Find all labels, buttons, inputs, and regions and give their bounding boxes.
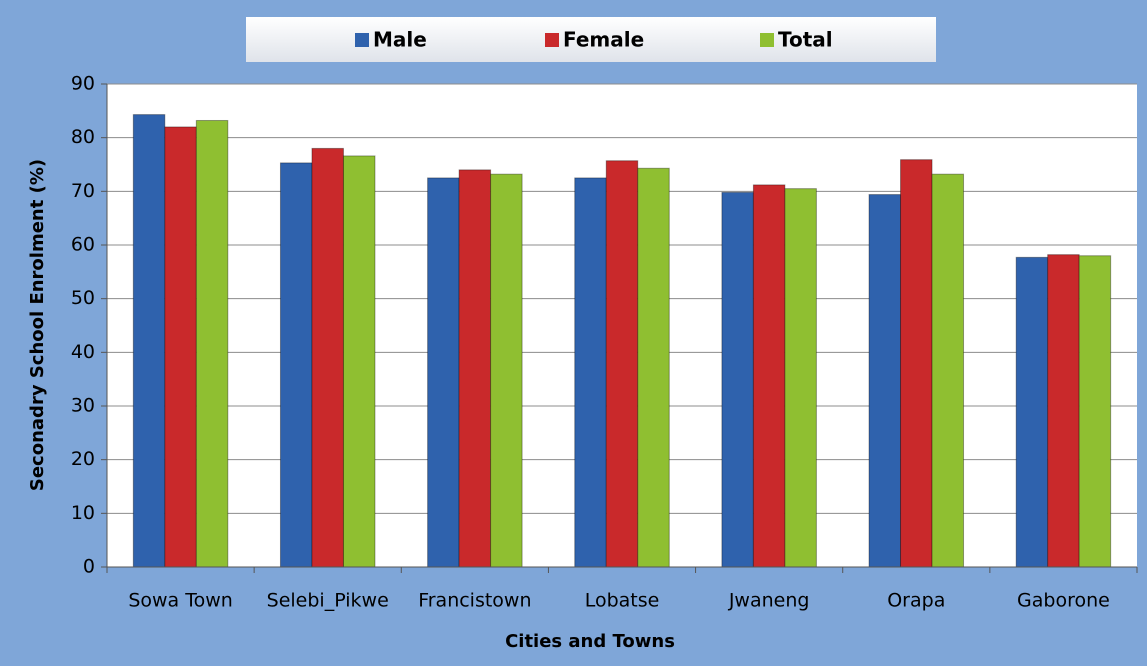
bar: [132, 114, 166, 568]
x-axis-title: Cities and Towns: [505, 631, 675, 652]
bar: [164, 126, 197, 568]
bar: [784, 188, 817, 568]
legend-swatch: [355, 33, 369, 47]
bar: [752, 184, 786, 568]
legend-swatch: [545, 33, 559, 47]
y-tick-label: 80: [71, 126, 95, 148]
legend-label: Female: [563, 28, 644, 52]
y-tick-label: 40: [71, 341, 95, 363]
bar: [637, 167, 670, 568]
y-tick-label: 60: [71, 234, 95, 256]
y-tick-label: 90: [71, 73, 95, 95]
bar: [1015, 256, 1049, 568]
bar: [279, 162, 313, 568]
bar: [574, 177, 607, 568]
x-tick-label: Francistown: [418, 590, 531, 612]
bar: [1047, 254, 1080, 568]
x-tick-label: Jwaneng: [728, 590, 810, 612]
bar: [458, 169, 492, 568]
legend-label: Male: [373, 28, 427, 52]
y-tick-label: 50: [71, 287, 95, 309]
bar: [868, 194, 902, 568]
y-tick-label: 20: [71, 448, 95, 470]
bar: [195, 119, 229, 568]
bar: [605, 160, 639, 568]
x-tick-label: Sowa Town: [128, 590, 233, 612]
legend-label: Total: [778, 28, 833, 52]
y-tick-label: 10: [71, 502, 95, 524]
x-tick-label: Selebi_Pikwe: [267, 590, 389, 612]
legend-swatch: [760, 33, 774, 47]
bar: [721, 191, 754, 568]
x-tick-label: Orapa: [887, 590, 945, 612]
bar: [900, 159, 933, 568]
y-tick-label: 70: [71, 180, 95, 202]
bar: [311, 147, 344, 568]
y-tick-label: 0: [83, 556, 95, 578]
bar: [490, 173, 523, 568]
y-axis-title: Seconadry School Enrolment (%): [27, 159, 48, 491]
y-tick-label: 30: [71, 395, 95, 417]
bar: [931, 173, 965, 568]
x-tick-label: Lobatse: [585, 590, 660, 612]
bar: [427, 177, 460, 568]
x-tick-label: Gaborone: [1017, 590, 1110, 612]
bar: [342, 155, 376, 568]
bar: [1078, 255, 1112, 568]
